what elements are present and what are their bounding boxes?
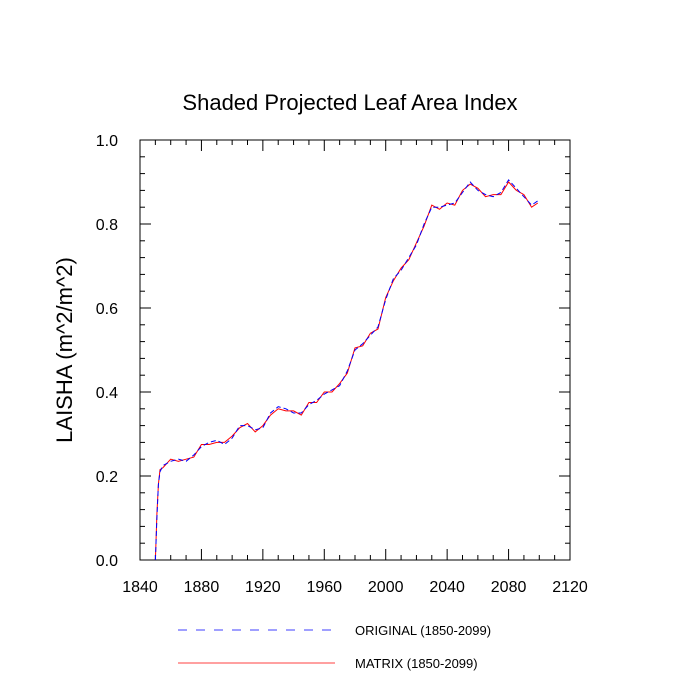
x-tick-label: 1880	[184, 579, 220, 596]
axes: 1840 1880 1920 1960 2000 2040 2080 2120 0.0 0.2 0.…	[96, 133, 588, 596]
legend-label-original: ORIGINAL (1850-2099)	[355, 623, 491, 638]
y-tick-label: 1.0	[96, 133, 118, 150]
legend: ORIGINAL (1850-2099) MATRIX (1850-2099)	[178, 623, 491, 671]
legend-label-matrix: MATRIX (1850-2099)	[355, 656, 478, 671]
y-tick-label: 0.8	[96, 217, 118, 234]
y-tick-label: 0.4	[96, 385, 118, 402]
x-tick-label: 2000	[368, 579, 404, 596]
x-tick-label: 2040	[429, 579, 465, 596]
chart-title: Shaded Projected Leaf Area Index	[182, 90, 517, 115]
series-line-matrix	[154, 181, 539, 561]
y-tick-label: 0.6	[96, 301, 118, 318]
x-tick-label: 2120	[552, 579, 588, 596]
y-tick-label: 0.0	[96, 553, 118, 570]
x-tick-label: 2080	[491, 579, 527, 596]
series-layer	[154, 179, 539, 561]
y-axis-label: LAISHA (m^2/m^2)	[52, 257, 77, 443]
x-tick-label: 1960	[306, 579, 342, 596]
y-tick-label: 0.2	[96, 469, 118, 486]
series-line-original	[154, 179, 539, 561]
x-tick-label: 1920	[245, 579, 281, 596]
x-tick-label: 1840	[122, 579, 158, 596]
